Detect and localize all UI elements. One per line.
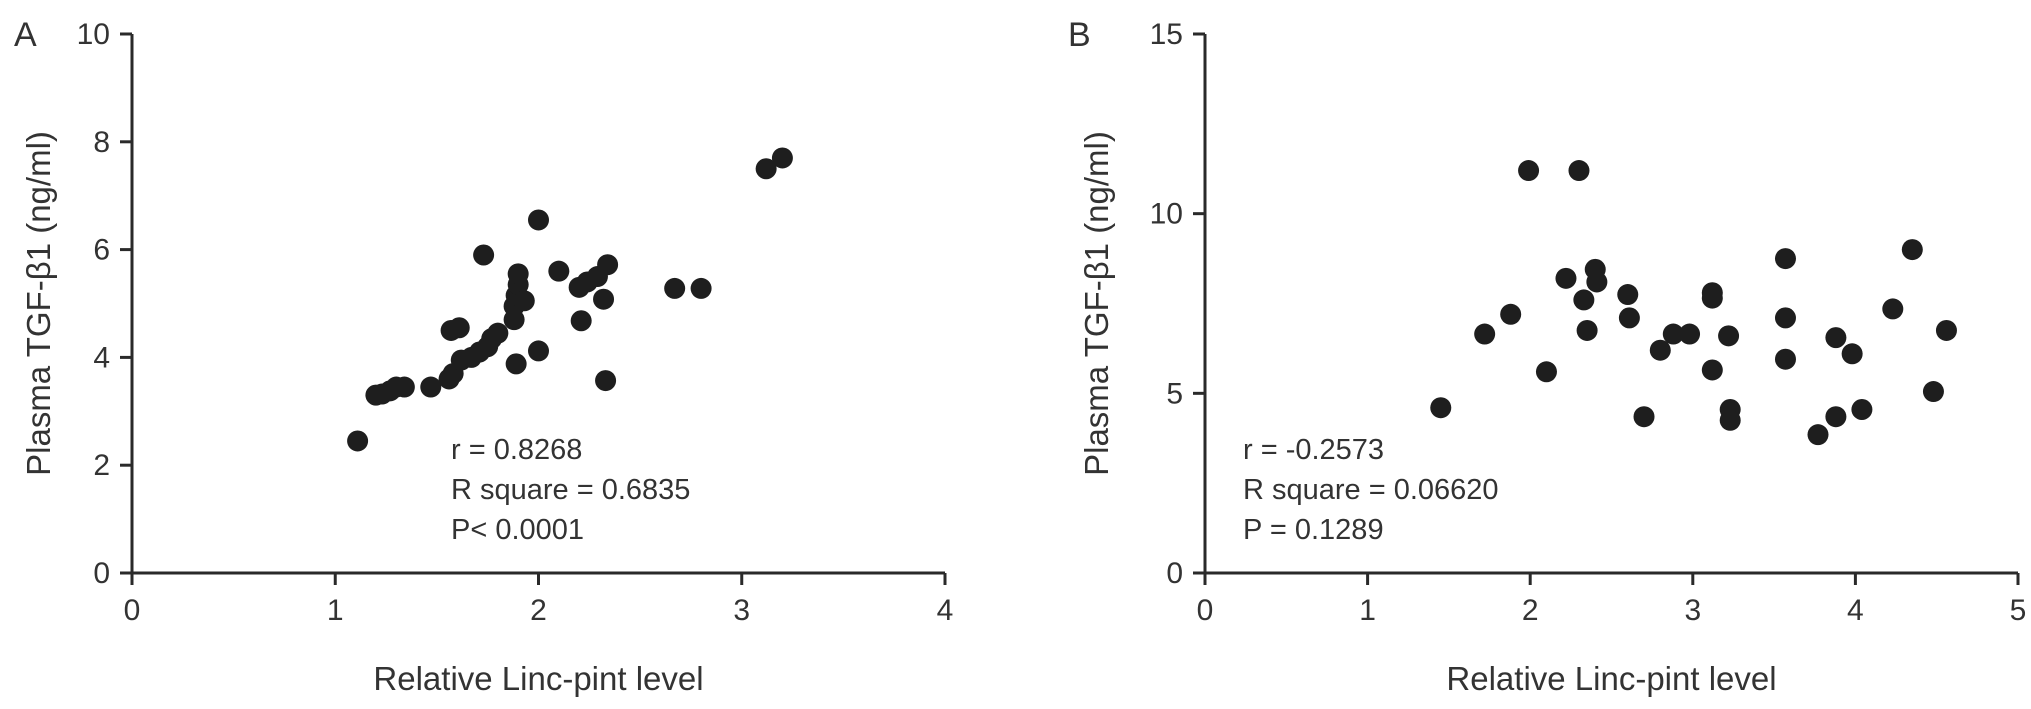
data-point — [1617, 284, 1639, 306]
data-point — [1718, 325, 1740, 347]
stat-annotation: r = -0.2573 — [1243, 434, 1384, 466]
x-axis-title: Relative Linc-pint level — [1446, 660, 1776, 697]
data-point — [771, 147, 793, 169]
data-point — [528, 340, 549, 362]
data-point — [1719, 409, 1741, 431]
x-tick-label: 1 — [327, 594, 344, 627]
x-tick-label: 2 — [1522, 594, 1539, 627]
y-tick-label: 5 — [1166, 377, 1183, 410]
x-tick-label: 3 — [733, 594, 750, 627]
x-tick-label: 4 — [937, 594, 954, 627]
data-point — [1701, 287, 1723, 309]
x-tick-label: 0 — [124, 594, 141, 627]
data-point — [1474, 323, 1496, 345]
y-tick-label: 15 — [1150, 18, 1183, 51]
y-axis-title: Plasma TGF-β1 (ng/ml) — [1078, 131, 1115, 476]
data-point — [597, 254, 619, 276]
data-point — [448, 317, 470, 339]
stat-annotation: R square = 0.6835 — [451, 474, 690, 506]
data-point — [1841, 343, 1863, 365]
x-axis-title: Relative Linc-pint level — [373, 660, 703, 697]
y-tick-label: 0 — [93, 557, 110, 590]
data-point — [1573, 289, 1595, 311]
x-tick-label: 3 — [1684, 594, 1701, 627]
panel-b: 0 5 10 15 0 1 2 3 4 5 Relative Linc-pint level Plas… — [1068, 16, 2026, 697]
data-point — [1679, 323, 1701, 345]
y-tick-label: 8 — [93, 126, 110, 159]
data-point — [1576, 319, 1598, 341]
data-point — [570, 310, 592, 332]
stat-annotation: r = 0.8268 — [451, 434, 582, 466]
data-point — [1851, 399, 1873, 421]
data-point — [1807, 424, 1829, 446]
data-point — [393, 376, 415, 398]
data-point — [1935, 319, 1957, 341]
y-tick-label: 2 — [93, 449, 110, 482]
data-point — [755, 158, 777, 180]
data-point — [548, 260, 570, 282]
y-tick-label: 6 — [93, 234, 110, 267]
stat-annotation: P< 0.0001 — [451, 514, 584, 546]
data-point — [347, 430, 369, 452]
stat-annotation: R square = 0.06620 — [1243, 474, 1499, 506]
x-tick-label: 1 — [1359, 594, 1376, 627]
data-point — [1922, 381, 1944, 403]
data-point — [664, 277, 686, 299]
data-point — [595, 370, 617, 392]
data-point — [505, 353, 527, 375]
data-point — [1535, 361, 1557, 383]
data-point — [1618, 307, 1640, 329]
panel-label: A — [14, 16, 37, 54]
x-tick-label: 0 — [1197, 594, 1214, 627]
x-tick-label: 2 — [530, 594, 547, 627]
x-tick-label: 4 — [1847, 594, 1864, 627]
data-point — [593, 288, 615, 310]
data-point — [1774, 307, 1796, 329]
data-point — [1633, 406, 1655, 428]
x-tick-label: 5 — [2010, 594, 2027, 627]
data-point — [420, 376, 442, 398]
data-point — [1518, 160, 1540, 182]
data-point — [473, 244, 495, 266]
y-tick-label: 10 — [1150, 198, 1183, 231]
data-point — [1586, 271, 1608, 293]
y-tick-label: 10 — [77, 18, 110, 51]
data-point — [1500, 303, 1522, 325]
data-point — [1774, 348, 1796, 370]
data-point — [1649, 339, 1671, 361]
data-point — [1825, 406, 1847, 428]
data-point — [690, 277, 712, 299]
data-point — [487, 322, 509, 344]
data-point — [1901, 239, 1923, 261]
data-point — [1825, 327, 1847, 349]
data-point — [507, 263, 529, 285]
y-tick-label: 0 — [1166, 557, 1183, 590]
y-axis-title: Plasma TGF-β1 (ng/ml) — [20, 131, 57, 476]
data-point — [1568, 160, 1590, 182]
panel-a: 0 2 4 6 8 10 0 1 2 3 4 Relative Linc-pint level Plas… — [14, 16, 953, 697]
data-point — [1662, 323, 1684, 345]
data-point — [1430, 397, 1452, 419]
data-point — [1555, 267, 1577, 289]
data-point — [1774, 248, 1796, 270]
data-point — [1882, 298, 1904, 320]
data-point — [1701, 359, 1723, 381]
y-tick-label: 4 — [93, 341, 110, 374]
data-point — [528, 209, 549, 231]
data-point — [513, 290, 535, 312]
stat-annotation: P = 0.1289 — [1243, 514, 1384, 546]
panel-label: B — [1068, 16, 1091, 54]
